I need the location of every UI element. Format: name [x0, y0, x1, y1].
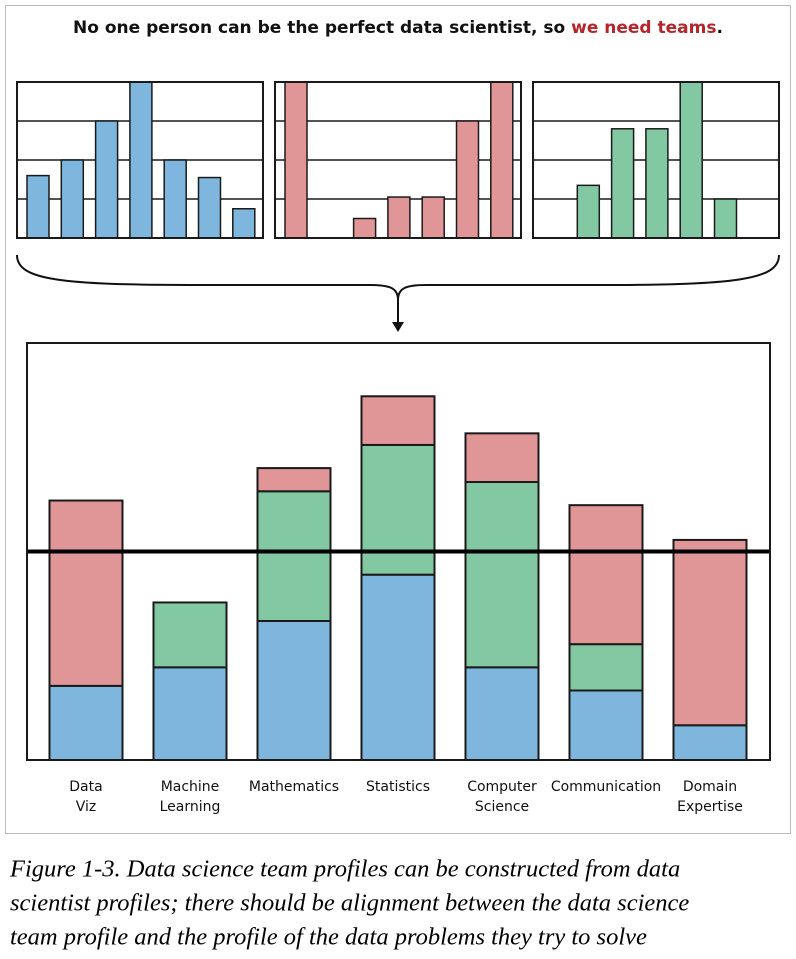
bar	[455, 120, 480, 239]
bar	[232, 208, 256, 239]
bar	[129, 81, 153, 239]
bar	[490, 81, 514, 239]
bar-segment	[360, 573, 436, 762]
x-tick-label: Expertise	[677, 799, 743, 815]
bar	[60, 159, 85, 239]
bar-segment	[568, 643, 644, 692]
bar-segment	[464, 666, 540, 761]
bar	[352, 217, 377, 239]
chart-frame	[274, 81, 522, 239]
bar-segment	[152, 666, 228, 761]
bar	[284, 81, 308, 239]
bar	[679, 81, 703, 239]
x-tick-label: Data	[69, 779, 102, 795]
chart-frame	[16, 81, 264, 239]
figure-border	[5, 5, 791, 834]
bar-segment	[360, 443, 436, 576]
bar-segment	[360, 395, 436, 446]
bar-segment	[48, 684, 124, 761]
bar	[94, 120, 119, 239]
x-tick-label: Communication	[551, 779, 661, 795]
title-end: .	[716, 18, 722, 38]
title-text: No one person can be the perfect data sc…	[73, 18, 571, 38]
bar-segment	[464, 481, 540, 669]
bar-segment	[568, 689, 644, 761]
bar	[387, 196, 411, 239]
arrow-head	[392, 322, 404, 332]
bar-segment	[672, 538, 748, 727]
bar	[645, 128, 669, 239]
x-tick-label: Statistics	[366, 779, 430, 795]
x-tick-label: Learning	[160, 799, 221, 815]
caption-line: Figure 1-3. Data science team profiles c…	[9, 856, 680, 883]
bar-segment	[256, 490, 332, 622]
bar	[26, 174, 50, 239]
caption-line: team profile and the profile of the data…	[10, 924, 647, 951]
chart-frame	[532, 81, 780, 239]
bar	[713, 198, 738, 239]
bar-segment	[568, 504, 644, 646]
bar	[610, 128, 635, 239]
bar	[421, 196, 445, 239]
bar-segment	[672, 724, 748, 761]
x-tick-label: Mathematics	[249, 779, 339, 795]
x-tick-label: Computer	[467, 779, 537, 795]
bar-segment	[152, 601, 228, 669]
bar-segment	[464, 432, 540, 484]
x-tick-label: Science	[475, 799, 529, 815]
bar	[197, 176, 222, 239]
x-tick-label: Machine	[161, 779, 220, 795]
x-tick-label: Domain	[683, 779, 737, 795]
caption-line: scientist profiles; there should be alig…	[10, 890, 689, 917]
bar	[576, 184, 601, 239]
title: No one person can be the perfect data sc…	[73, 18, 723, 38]
bar-segment	[256, 467, 332, 493]
x-tick-label: Viz	[76, 799, 97, 815]
bar-segment	[256, 620, 332, 761]
bar	[163, 159, 187, 239]
title-highlight: we need teams	[571, 18, 716, 38]
chart-frame	[26, 342, 771, 761]
bar-segment	[48, 499, 124, 687]
brace	[16, 254, 780, 301]
